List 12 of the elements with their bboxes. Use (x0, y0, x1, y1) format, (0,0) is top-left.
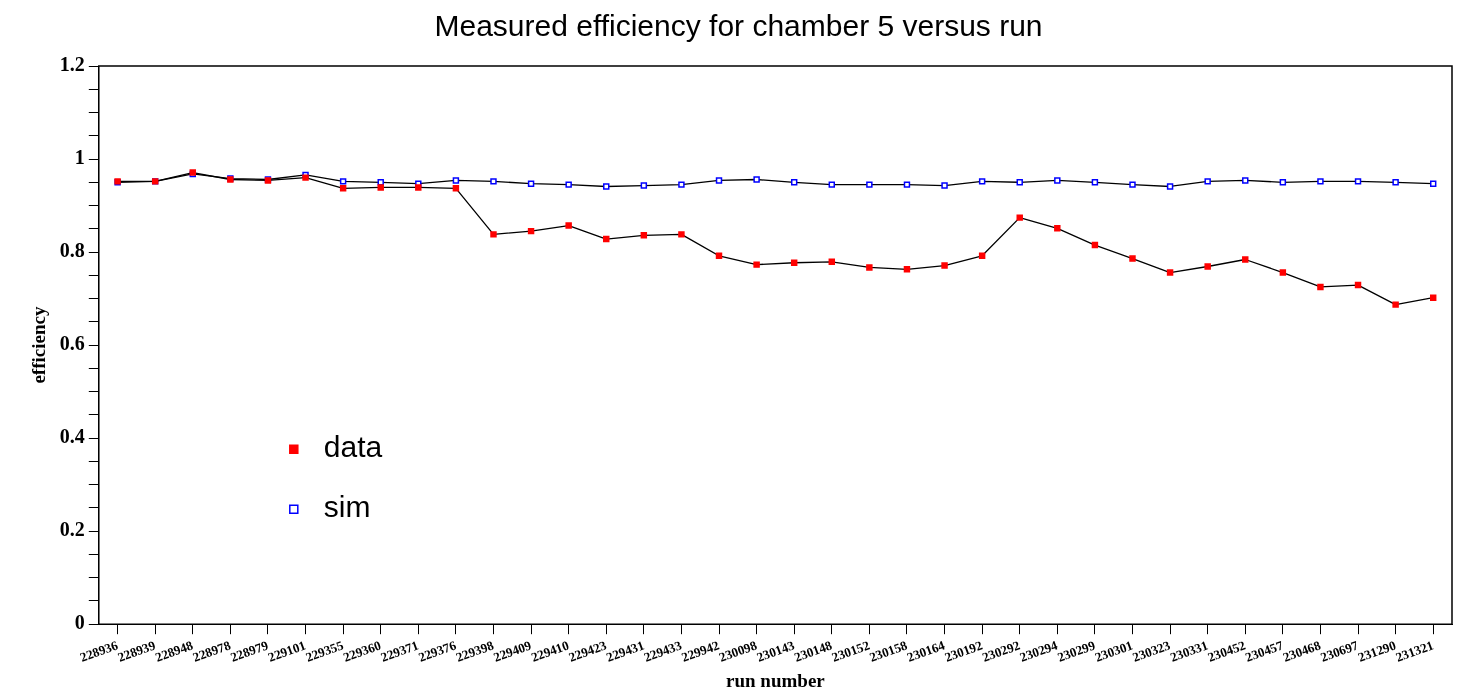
y-tick-label: 0.6 (59, 332, 85, 355)
y-tick-label: 0.8 (59, 239, 85, 262)
legend-label: sim (323, 490, 371, 524)
y-tick-label: 0.4 (59, 425, 85, 448)
y-tick-label: 1.2 (59, 53, 85, 76)
chart-title: Measured efficiency for chamber 5 versus run (434, 9, 1043, 43)
y-axis-title: efficiency (28, 306, 50, 384)
y-tick-label: 0 (74, 611, 85, 634)
y-tick-label: 1 (74, 146, 85, 169)
x-axis-title: run number (726, 669, 826, 691)
legend-label: data (323, 430, 383, 464)
y-tick-label: 0.2 (59, 518, 85, 541)
